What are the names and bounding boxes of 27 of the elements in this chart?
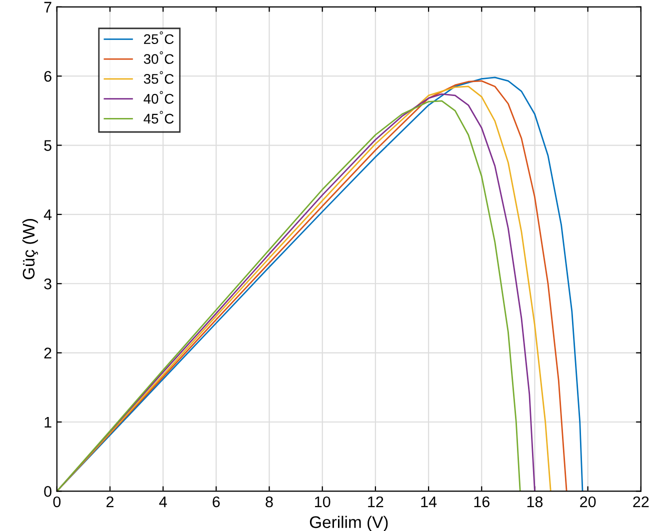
y-tick-label: 5 (44, 140, 52, 151)
x-tick-label: 16 (474, 496, 490, 508)
x-tick-label: 4 (159, 496, 167, 508)
legend-label: 45$^{°}$C (144, 110, 174, 124)
x-tick-label: 6 (212, 496, 220, 508)
y-tick-label: 2 (44, 348, 52, 358)
y-tick-label: 1 (44, 417, 52, 428)
x-tick-label: 0 (53, 496, 61, 508)
y-tick-label: 0 (44, 486, 52, 497)
x-tick-label: 14 (421, 496, 437, 508)
y-tick-label: 7 (44, 2, 52, 12)
x-tick-label: 18 (527, 496, 543, 508)
x-tick-label: 12 (368, 496, 384, 508)
y-tick-label: 3 (44, 278, 52, 290)
legend-label: 30$^{°}$C (144, 51, 174, 64)
x-tick-label: 2 (106, 496, 114, 508)
y-axis-title: Güç (W) (22, 219, 38, 280)
x-axis-title: Gerilim (V) (310, 516, 388, 531)
x-tick-label: 8 (266, 496, 273, 508)
legend-label: 25$^{°}$C (144, 31, 174, 44)
y-tick-label: 6 (44, 70, 52, 82)
x-tick-label: 10 (315, 496, 330, 508)
legend-label: 40$^{°}$C (144, 91, 174, 104)
x-tick-label: 22 (633, 496, 649, 508)
x-tick-label: 20 (580, 496, 596, 508)
y-tick-label: 4 (44, 209, 52, 220)
legend-label: 35$^{°}$C (144, 71, 174, 84)
